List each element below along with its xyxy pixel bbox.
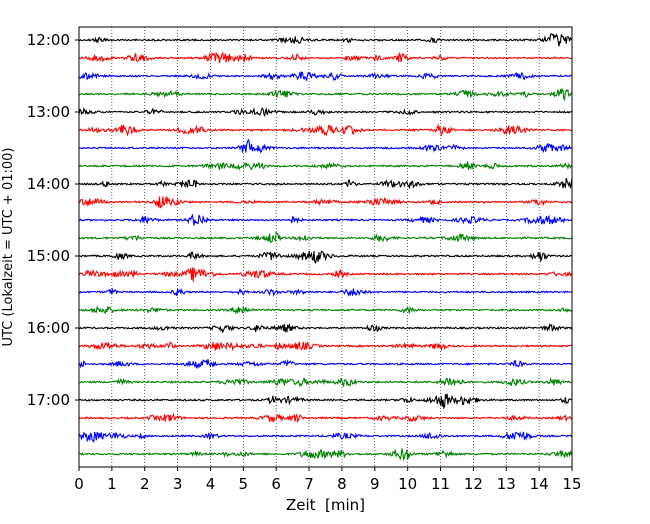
trace-1745 xyxy=(79,448,573,461)
x-tick-label: 14 xyxy=(530,475,549,493)
y-tick-label: 12:00 xyxy=(27,31,70,49)
grid-layer xyxy=(111,27,540,467)
trace-1430 xyxy=(78,213,573,226)
trace-1645 xyxy=(78,376,573,388)
x-tick-label: 7 xyxy=(304,475,314,493)
trace-1300 xyxy=(78,107,573,118)
x-tick-label: 11 xyxy=(431,475,450,493)
x-tick-label: 15 xyxy=(562,475,581,493)
y-tick-label: 14:00 xyxy=(27,175,70,193)
x-tick-label: 1 xyxy=(107,475,117,493)
y-tick-label: 17:00 xyxy=(27,391,70,409)
trace-layer xyxy=(78,33,573,461)
x-tick-label: 10 xyxy=(398,475,417,493)
y-axis-label: UTC (Lokalzeit = UTC + 01:00) xyxy=(1,148,16,347)
trace-1230 xyxy=(78,71,573,82)
trace-1345 xyxy=(78,161,573,172)
trace-1700 xyxy=(78,393,573,410)
trace-1545 xyxy=(78,305,572,315)
x-tick-label: 6 xyxy=(271,475,281,493)
trace-1215 xyxy=(78,51,572,64)
x-tick-label: 9 xyxy=(370,475,380,493)
trace-1600 xyxy=(78,322,573,334)
trace-1415 xyxy=(78,196,573,209)
trace-1330 xyxy=(78,138,573,154)
trace-1245 xyxy=(78,87,573,101)
x-tick-label: 8 xyxy=(337,475,347,493)
x-tick-label: 2 xyxy=(140,475,150,493)
trace-1445 xyxy=(78,231,573,244)
trace-1500 xyxy=(78,250,573,264)
axis-layer: 0 1 2 3 4 5 6 7 8 9 10 11 12 13 14 1512:0013:0014:0015:… xyxy=(27,31,582,493)
x-tick-label: 4 xyxy=(206,475,216,493)
trace-1630 xyxy=(78,358,573,370)
trace-1315 xyxy=(79,123,573,138)
y-tick-label: 16:00 xyxy=(27,319,70,337)
y-tick-label: 13:00 xyxy=(27,103,70,121)
trace-1615 xyxy=(78,340,573,352)
trace-1400 xyxy=(78,177,573,190)
trace-1730 xyxy=(78,431,573,443)
x-tick-label: 5 xyxy=(239,475,249,493)
x-tick-label: 12 xyxy=(464,475,483,493)
trace-1530 xyxy=(78,287,573,297)
trace-1515 xyxy=(78,267,573,282)
x-tick-label: 13 xyxy=(497,475,516,493)
y-tick-label: 15:00 xyxy=(27,247,70,265)
trace-1715 xyxy=(78,412,572,423)
x-tick-label: 3 xyxy=(173,475,183,493)
plot-frame xyxy=(78,26,573,468)
x-axis-label: Zeit [min] xyxy=(286,496,365,514)
trace-1200 xyxy=(78,33,573,47)
x-tick-label: 0 xyxy=(74,475,84,493)
